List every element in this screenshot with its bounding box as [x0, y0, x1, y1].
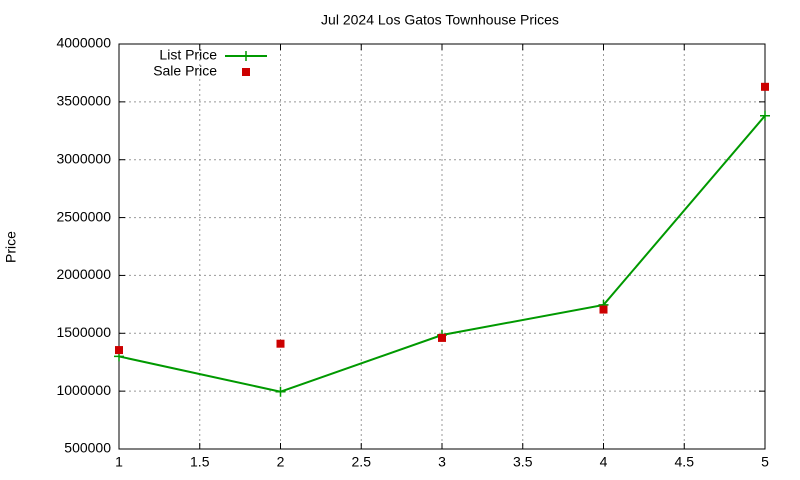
y-axis-label: Price: [3, 231, 19, 263]
data-point: [761, 82, 769, 91]
data-point: [275, 386, 286, 397]
x-tick-label: 1.5: [190, 454, 210, 470]
x-tick-label: 4: [600, 454, 608, 470]
x-tick-label: 3.5: [513, 454, 533, 470]
x-tick-label: 5: [761, 454, 769, 470]
legend-marker: [241, 51, 251, 61]
x-tick-label: 4.5: [675, 454, 695, 470]
y-tick-label: 3000000: [56, 150, 111, 166]
legend-marker: [242, 68, 250, 76]
data-point: [599, 305, 608, 314]
y-tick-label: 4000000: [56, 35, 111, 51]
y-tick-label: 500000: [64, 440, 111, 456]
plot-frame: [118, 43, 766, 450]
x-tick-label: 3: [438, 454, 446, 470]
y-tick-label: 3500000: [56, 93, 111, 109]
chart-title: Jul 2024 Los Gatos Townhouse Prices: [321, 12, 559, 28]
x-tick-label: 1: [115, 454, 123, 470]
y-tick-label: 2500000: [56, 208, 111, 224]
legend-label: Sale Price: [153, 63, 217, 79]
x-tick-label: 2.5: [352, 454, 372, 470]
legend-label: List Price: [159, 47, 217, 63]
data-point: [115, 346, 123, 355]
y-tick-label: 2000000: [56, 266, 111, 282]
x-tick-label: 2: [277, 454, 285, 470]
data-point: [438, 333, 446, 342]
y-tick-label: 1000000: [56, 382, 111, 398]
y-tick-label: 1500000: [56, 324, 111, 340]
data-point: [760, 110, 770, 121]
data-point: [276, 339, 285, 348]
